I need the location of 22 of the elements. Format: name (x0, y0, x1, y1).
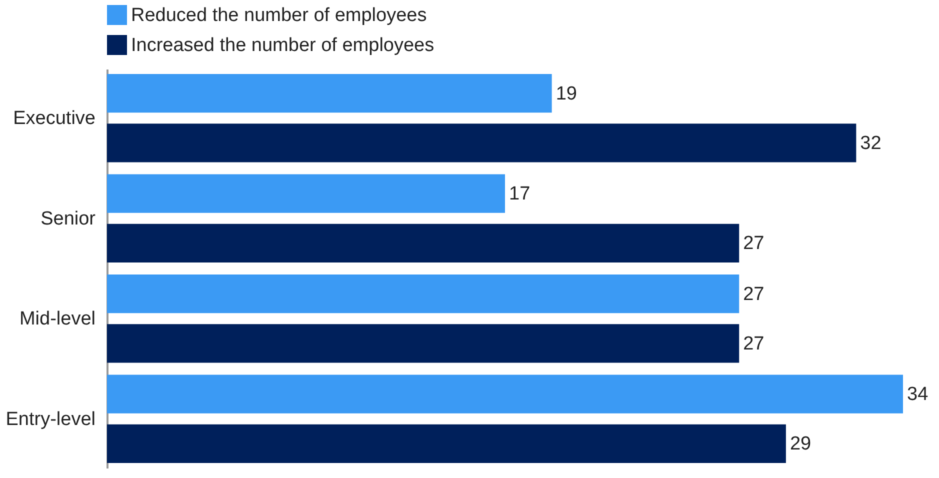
data-label: 19 (556, 83, 577, 104)
bar (107, 124, 856, 162)
data-label: 17 (509, 184, 530, 205)
legend-label: Reduced the number of employees (131, 5, 427, 26)
data-label: 29 (790, 434, 812, 455)
data-label: 27 (743, 284, 764, 305)
data-label: 32 (860, 132, 882, 154)
data-label: 27 (743, 233, 764, 254)
bar (107, 224, 740, 262)
y-tick-label: Executive (13, 108, 96, 130)
data-label: 34 (907, 384, 929, 406)
bar (107, 74, 552, 113)
y-tick-label: Mid-level (19, 308, 96, 330)
y-tick-label: Entry-level (6, 408, 96, 430)
bar (107, 174, 505, 213)
bar (107, 324, 740, 363)
bar (107, 274, 740, 314)
legend-label: Increased the number of employees (131, 35, 434, 56)
data-label: 27 (743, 333, 764, 354)
bar (107, 424, 786, 463)
bar (107, 374, 903, 414)
y-tick-label: Senior (40, 208, 96, 230)
